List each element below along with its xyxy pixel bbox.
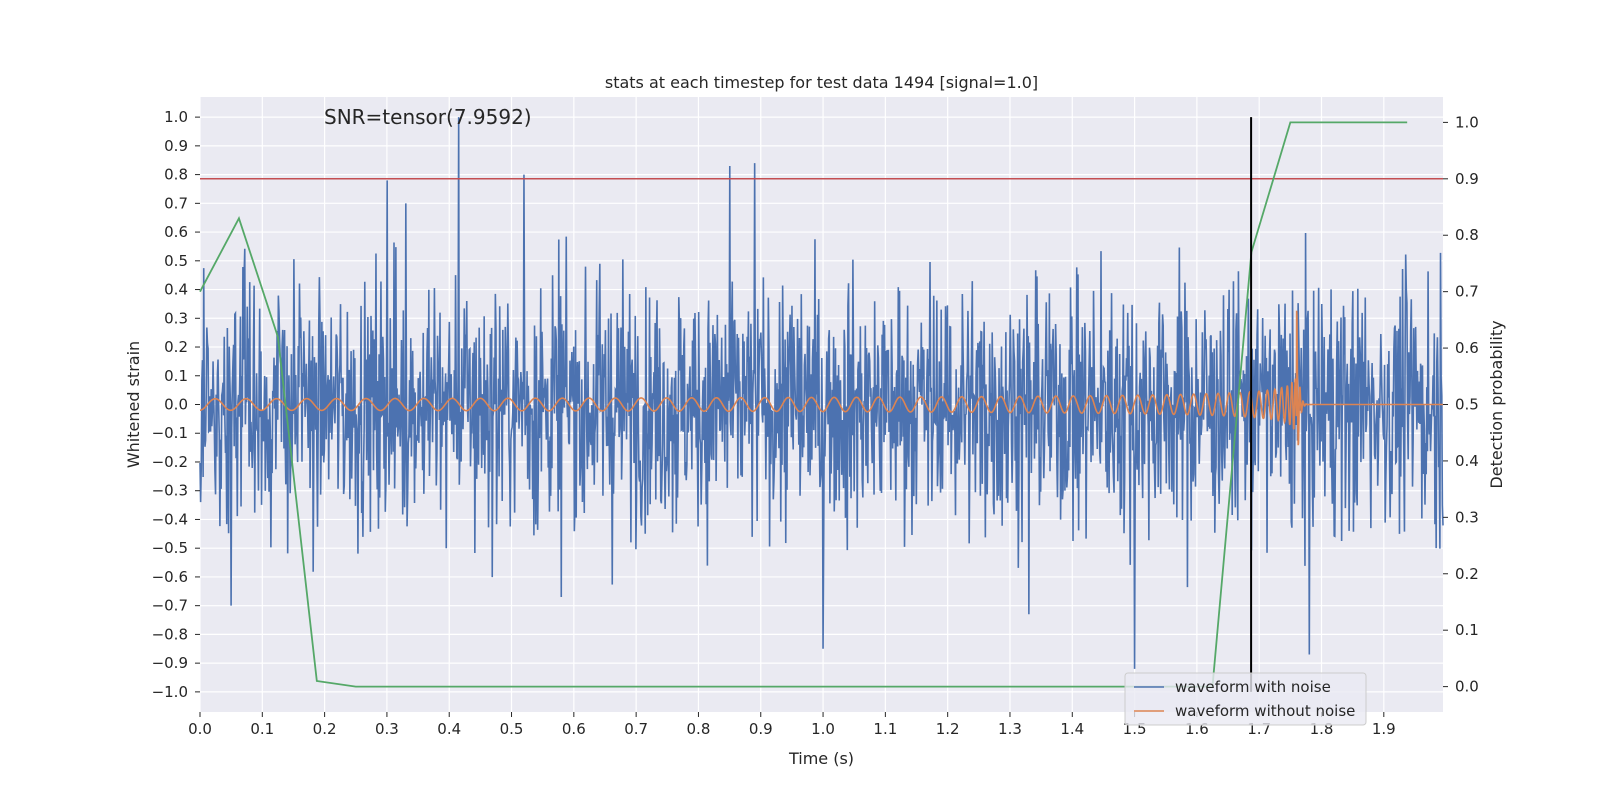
legend-label-noise: waveform with noise bbox=[1175, 678, 1331, 696]
y-left-tick-label: 0.5 bbox=[164, 252, 188, 270]
y-right-tick-label: 0.0 bbox=[1455, 678, 1479, 696]
y-left-tick-label: −0.9 bbox=[152, 654, 188, 672]
x-tick-label: 1.3 bbox=[998, 720, 1022, 738]
y-left-tick-label: 1.0 bbox=[164, 108, 188, 126]
y-right-tick-label: 0.2 bbox=[1455, 565, 1479, 583]
y-left-tick-label: −0.4 bbox=[152, 510, 188, 528]
y-right-tick-label: 1.0 bbox=[1455, 113, 1479, 131]
y-left-tick-label: −1.0 bbox=[152, 683, 188, 701]
y-right-tick-label: 0.3 bbox=[1455, 508, 1479, 526]
y-left-tick-label: −0.2 bbox=[152, 453, 188, 471]
y-left-tick-label: −0.3 bbox=[152, 482, 188, 500]
y-axis-right: 0.0 0.1 0.2 0.3 0.4 0.5 0.6 0.7 0.8 0.9 1.0 bbox=[1443, 113, 1479, 696]
y-left-tick-label: −0.8 bbox=[152, 625, 188, 643]
x-tick-label: 0.8 bbox=[687, 720, 711, 738]
y-right-tick-label: 0.5 bbox=[1455, 396, 1479, 414]
y-left-tick-label: 0.3 bbox=[164, 309, 188, 327]
legend: waveform with noise waveform without noi… bbox=[1124, 672, 1367, 726]
x-tick-label: 1.0 bbox=[811, 720, 835, 738]
x-tick-label: 1.2 bbox=[936, 720, 960, 738]
y-right-tick-label: 0.1 bbox=[1455, 621, 1479, 639]
y-left-tick-label: 0.0 bbox=[164, 396, 188, 414]
clean-waveform-line bbox=[199, 310, 1443, 446]
x-tick-label: 0.4 bbox=[437, 720, 461, 738]
y-left-tick-label: −0.7 bbox=[152, 597, 188, 615]
snr-annotation: SNR=tensor(7.9592) bbox=[324, 105, 532, 129]
y-right-tick-label: 0.7 bbox=[1455, 283, 1479, 301]
x-tick-label: 0.7 bbox=[624, 720, 648, 738]
y-left-tick-label: 0.4 bbox=[164, 281, 188, 299]
x-tick-label: 1.4 bbox=[1060, 720, 1084, 738]
noise-waveform-line bbox=[199, 117, 1444, 669]
y-axis-left: 1.0 0.9 0.8 0.7 0.6 0.5 0.4 0.3 0.2 0.1 0.0 −0.1 −0.… bbox=[152, 108, 200, 701]
y-right-tick-label: 0.8 bbox=[1455, 226, 1479, 244]
x-tick-label: 0.6 bbox=[562, 720, 586, 738]
y-axis-label-left: Whitened strain bbox=[124, 341, 143, 468]
legend-box bbox=[1124, 672, 1367, 726]
y-left-tick-label: 0.8 bbox=[164, 166, 188, 184]
legend-label-signal: waveform without noise bbox=[1175, 702, 1355, 720]
y-left-tick-label: 0.1 bbox=[164, 367, 188, 385]
chart-title: stats at each timestep for test data 149… bbox=[605, 73, 1038, 92]
x-tick-label: 1.1 bbox=[873, 720, 897, 738]
y-axis-label-right: Detection probability bbox=[1487, 320, 1506, 488]
y-left-tick-label: −0.6 bbox=[152, 568, 188, 586]
x-tick-label: 0.0 bbox=[188, 720, 212, 738]
x-axis-label: Time (s) bbox=[788, 749, 854, 768]
x-tick-label: 0.1 bbox=[250, 720, 274, 738]
x-tick-label: 0.2 bbox=[313, 720, 337, 738]
y-left-tick-label: 0.6 bbox=[164, 223, 188, 241]
y-left-tick-label: 0.7 bbox=[164, 194, 188, 212]
x-tick-label: 0.3 bbox=[375, 720, 399, 738]
y-left-tick-label: −0.5 bbox=[152, 539, 188, 557]
x-tick-label: 1.9 bbox=[1372, 720, 1396, 738]
y-left-tick-label: 0.2 bbox=[164, 338, 188, 356]
y-right-tick-label: 0.9 bbox=[1455, 170, 1479, 188]
x-axis: 0.0 0.1 0.2 0.3 0.4 0.5 0.6 0.7 0.8 0.9 1.0 1.1 1.2 1… bbox=[188, 712, 1396, 738]
y-right-tick-label: 0.4 bbox=[1455, 452, 1479, 470]
y-right-tick-label: 0.6 bbox=[1455, 339, 1479, 357]
y-left-tick-label: −0.1 bbox=[152, 424, 188, 442]
x-tick-label: 0.9 bbox=[749, 720, 773, 738]
y-left-tick-label: 0.9 bbox=[164, 137, 188, 155]
x-tick-label: 0.5 bbox=[500, 720, 524, 738]
